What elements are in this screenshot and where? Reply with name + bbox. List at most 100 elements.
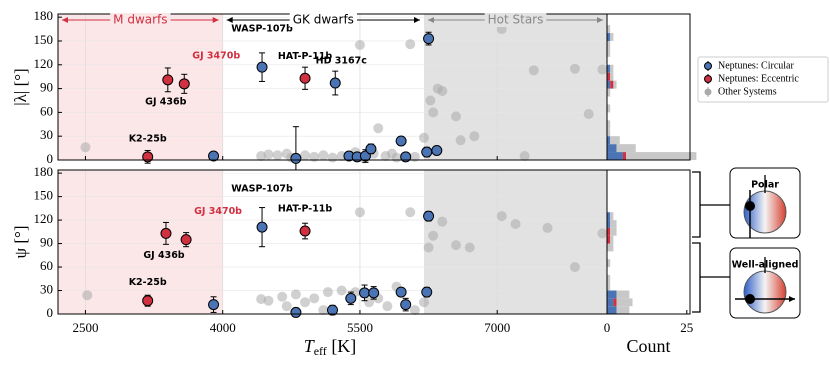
- hist-bar: [607, 25, 611, 34]
- data-point: [569, 262, 580, 273]
- hist-bar: [607, 259, 611, 268]
- y-tick-label: 150: [34, 188, 54, 203]
- x-tick-label: 5500: [347, 320, 373, 335]
- point-label: K2-25b: [129, 277, 167, 288]
- data-point: [409, 151, 420, 162]
- y-tick-label: 120: [34, 211, 54, 226]
- point-label: HAT-P-11b: [278, 204, 333, 215]
- data-point: [451, 240, 462, 251]
- hist-bar: [616, 298, 633, 307]
- y-tick-label: 180: [34, 164, 54, 179]
- hist-bar: [610, 33, 614, 41]
- data-point: [400, 299, 412, 311]
- legend-marker: [704, 75, 712, 83]
- data-point: [327, 152, 338, 163]
- data-point: [395, 135, 407, 147]
- data-point: [368, 287, 380, 299]
- x-axis-label: Teff [K]: [304, 336, 357, 358]
- data-point: [359, 287, 371, 299]
- y-tick-label: 60: [40, 103, 53, 118]
- y-tick-label: 30: [40, 127, 53, 142]
- region-shade: [58, 170, 223, 314]
- data-point: [354, 39, 365, 50]
- hist-bar: [607, 298, 614, 307]
- data-point: [80, 142, 91, 153]
- hist-bar: [607, 152, 623, 160]
- hist-bar: [610, 72, 614, 81]
- hist-bar: [607, 64, 611, 73]
- hist-bar: [607, 72, 611, 81]
- data-point: [160, 227, 172, 239]
- data-point: [318, 150, 329, 161]
- data-point: [272, 150, 283, 161]
- hist-bar: [616, 306, 630, 314]
- point-label: GJ 3470b: [194, 206, 242, 217]
- hist-bar: [613, 298, 617, 307]
- hist-bar: [610, 212, 614, 221]
- y-tick-label: 90: [40, 80, 53, 95]
- data-point: [329, 77, 341, 89]
- data-point: [263, 295, 274, 306]
- hist-bar: [607, 144, 617, 153]
- region-label-bg: [110, 13, 171, 27]
- hist-bar: [607, 48, 611, 57]
- data-point: [419, 297, 429, 308]
- region-shade: [424, 14, 607, 160]
- data-point: [391, 152, 402, 163]
- data-point: [421, 146, 433, 158]
- y-tick-label: 30: [40, 282, 53, 297]
- data-point: [421, 286, 433, 298]
- data-point: [496, 211, 507, 222]
- planet: [745, 201, 755, 211]
- bracket: [692, 171, 730, 238]
- data-point: [208, 150, 220, 162]
- data-point: [519, 151, 530, 162]
- legend-label: Other Systems: [718, 86, 777, 97]
- data-point: [428, 107, 439, 118]
- data-point: [256, 221, 268, 233]
- region-label: M dwarfs: [113, 13, 167, 27]
- hist-bar: [607, 212, 611, 221]
- hist-bar: [607, 274, 611, 283]
- point-label: HD 3167c: [316, 56, 367, 67]
- data-point: [178, 78, 190, 90]
- data-point: [82, 290, 93, 301]
- point-label: WASP-107b: [231, 184, 293, 195]
- data-point: [395, 286, 407, 298]
- y-axis-label: |λ| [°]: [11, 68, 30, 105]
- data-point: [409, 305, 420, 316]
- point-label: HAT-P-11b: [278, 51, 333, 62]
- hist-bar: [607, 243, 614, 252]
- data-point: [423, 210, 435, 222]
- data-point: [437, 85, 448, 96]
- data-point: [162, 74, 174, 86]
- hist-frame: [606, 13, 691, 161]
- data-point: [208, 299, 220, 311]
- data-point: [322, 287, 333, 298]
- data-point: [510, 219, 521, 229]
- region-label: Hot Stars: [488, 13, 544, 27]
- data-point: [455, 135, 466, 146]
- data-point: [569, 63, 580, 74]
- x-label-unit: [K]: [327, 336, 357, 356]
- hist-bar: [626, 152, 697, 160]
- data-point: [364, 297, 375, 308]
- data-point: [354, 207, 365, 218]
- hist-bar: [607, 235, 611, 244]
- hist-bar: [607, 40, 611, 49]
- hist-bar: [607, 290, 617, 299]
- hist-bar: [607, 282, 611, 291]
- hist-bar: [607, 80, 611, 89]
- data-point: [423, 242, 434, 253]
- hist-bar: [610, 80, 614, 89]
- hist-bar: [622, 152, 627, 160]
- x-tick-label: 7000: [484, 320, 510, 335]
- hist-bar: [607, 128, 611, 137]
- data-point: [142, 151, 154, 163]
- data-point: [299, 225, 311, 237]
- region-label-bg: [289, 13, 357, 27]
- hist-frame: [606, 169, 691, 315]
- hist-bar: [607, 120, 611, 129]
- y-tick-label: 180: [34, 8, 54, 23]
- y-tick-label: 60: [40, 258, 53, 273]
